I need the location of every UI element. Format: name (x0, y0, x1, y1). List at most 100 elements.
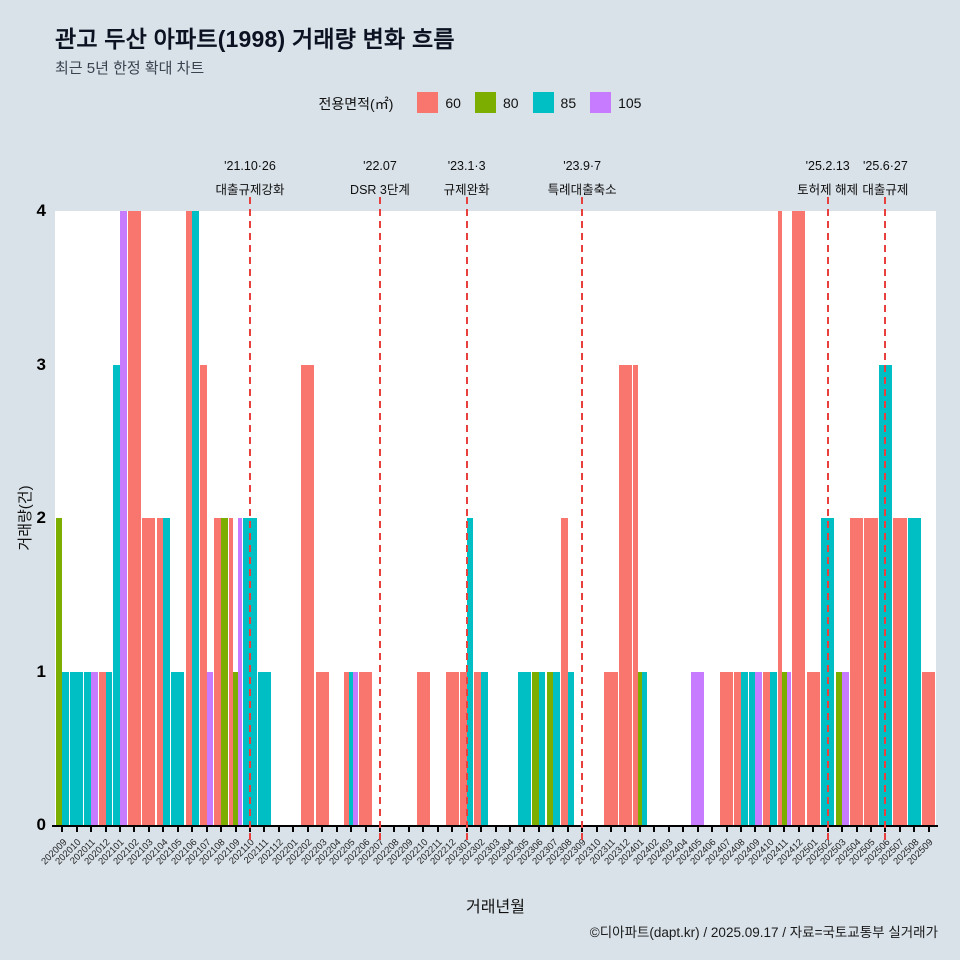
x-tick-mark (595, 827, 598, 832)
x-tick-mark (638, 827, 641, 832)
bar-202109-80 (233, 671, 238, 825)
x-tick-mark (653, 827, 656, 832)
legend-item-60: 60 (417, 92, 461, 113)
bar-202010-85 (70, 671, 84, 825)
bar-202203-60 (315, 671, 329, 825)
bar-202301-60 (459, 671, 467, 825)
x-tick-mark (234, 827, 237, 832)
bar-202009-80 (55, 518, 63, 825)
bar-202104-60 (156, 518, 164, 825)
bar-202505-60 (864, 518, 878, 825)
event-line-202110 (248, 197, 251, 845)
bar-202508-85 (907, 518, 921, 825)
x-tick-mark (768, 827, 771, 832)
x-tick-mark (90, 827, 93, 832)
x-tick-mark (898, 827, 901, 832)
legend-items: 60 80 85 105 (403, 92, 641, 116)
x-tick-mark (537, 827, 540, 832)
x-tick-mark (523, 827, 526, 832)
bar-202308-60 (561, 518, 568, 825)
bar-202509-60 (922, 671, 936, 825)
x-tick-mark (913, 827, 916, 832)
legend-item-105: 105 (590, 92, 641, 113)
y-tick-label: 3 (36, 354, 46, 374)
bar-202312-60 (618, 364, 633, 825)
bar-202011-105 (91, 671, 98, 825)
bar-202410-60 (763, 671, 770, 825)
event-line-202506 (884, 197, 887, 845)
x-tick-mark (306, 827, 309, 832)
bar-202307-80 (546, 671, 554, 825)
event-date-202309: '23.9·7 (563, 159, 602, 173)
bar-202501-60 (806, 671, 820, 825)
bar-202111-85 (257, 671, 272, 825)
x-tick-mark (451, 827, 454, 832)
footer-credit: ©디아파트(dapt.kr) / 2025.09.17 / 자료=국토교통부 실… (589, 925, 938, 940)
legend-swatch-105 (590, 92, 612, 113)
page-title: 관고 두산 아파트(1998) 거래량 변화 흐름 (55, 26, 455, 52)
x-tick-mark (147, 827, 150, 832)
bar-202102-60 (127, 211, 142, 825)
legend-item-85: 85 (532, 92, 577, 113)
bar-202012-60 (98, 671, 106, 825)
event-line-202301 (465, 197, 468, 845)
legend-swatch-60 (417, 92, 439, 113)
x-tick-mark (321, 827, 324, 832)
bar-202411-105 (786, 671, 791, 825)
x-tick-mark (118, 827, 121, 832)
bar-202103-60 (142, 518, 156, 825)
x-tick-mark (667, 827, 670, 832)
bar-202105-85 (171, 671, 185, 825)
x-tick-mark (552, 827, 555, 832)
bar-202405-105 (691, 671, 705, 825)
bar-202302-85 (481, 671, 488, 825)
bar-202306-80 (532, 671, 539, 825)
legend-label-80: 80 (502, 94, 519, 111)
bar-202009-85 (62, 671, 69, 825)
event-label-202110: 대출규제강화 (215, 183, 285, 197)
x-tick-mark (812, 827, 815, 832)
legend-item-80: 80 (474, 92, 519, 113)
x-tick-mark (783, 827, 786, 832)
x-tick-mark (566, 827, 569, 832)
x-tick-mark (292, 827, 295, 832)
bar-202411-80 (782, 671, 787, 825)
bar-202410-85 (769, 671, 777, 825)
x-tick-mark (277, 827, 280, 832)
event-label-202309: 특례대출축소 (547, 183, 617, 197)
x-tick-mark (436, 827, 439, 832)
x-tick-mark (335, 827, 338, 832)
bar-202205-105 (353, 671, 358, 825)
bar-202305-85 (517, 671, 531, 825)
bar-202503-105 (842, 671, 849, 825)
bar-202401-60 (633, 364, 638, 825)
bar-202109-60 (228, 518, 234, 825)
bar-202409-105 (755, 671, 763, 825)
x-tick-mark (711, 827, 714, 832)
x-tick-mark (407, 827, 410, 832)
bar-202407-60 (719, 671, 734, 825)
bar-202411-60 (777, 211, 783, 825)
y-tick-label: 1 (36, 661, 46, 681)
event-line-202207 (378, 197, 381, 845)
legend-label-85: 85 (560, 94, 577, 111)
bar-202206-60 (358, 671, 373, 825)
x-tick-mark (191, 827, 194, 832)
x-tick-mark (350, 827, 353, 832)
bar-202409-85 (748, 671, 756, 825)
bar-202106-85 (192, 211, 199, 825)
bar-202108-60 (214, 518, 222, 825)
event-label-202506: 대출규제 (862, 183, 909, 197)
x-tick-mark (104, 827, 107, 832)
bar-202108-80 (221, 518, 228, 825)
bar-202308-85 (567, 671, 575, 825)
bar-202107-105 (206, 671, 214, 825)
bar-202307-85 (553, 671, 560, 825)
bar-202408-85 (741, 671, 748, 825)
y-tick-label: 2 (36, 508, 46, 527)
x-tick-mark (754, 827, 757, 832)
bar-202101-85 (113, 364, 120, 825)
bar-202306-85 (538, 671, 546, 825)
x-tick-mark (624, 827, 627, 832)
bar-202106-60 (185, 211, 193, 825)
